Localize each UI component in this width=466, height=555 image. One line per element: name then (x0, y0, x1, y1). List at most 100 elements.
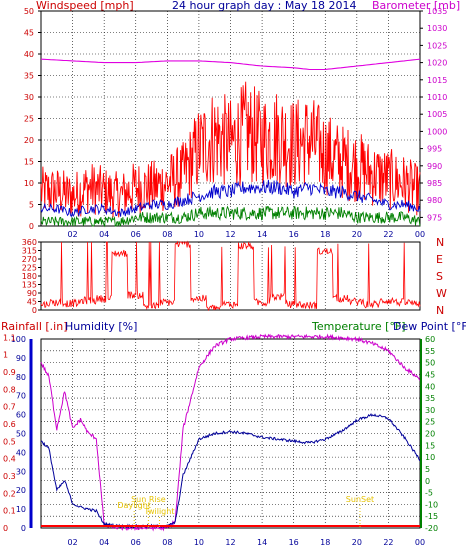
rain-tick-label: 0.5 (3, 437, 16, 446)
temperature-tick-label: 25 (425, 418, 435, 427)
compass-tick-label: N (436, 304, 444, 317)
temperature-tick-label: 10 (425, 453, 435, 462)
x-tick-label-rain: 20 (352, 538, 362, 547)
wind-tick-label: 50 (24, 7, 34, 16)
wind-tick-label: 40 (24, 50, 34, 59)
rain-tick-label: 0.7 (3, 403, 16, 412)
wind-tick-label: 30 (24, 93, 34, 102)
rain-tick-label: 0.3 (3, 472, 16, 481)
wind-avg-line (40, 179, 421, 218)
temperature-tick-label: 15 (425, 441, 435, 450)
x-tick-label-rain: 06 (131, 538, 141, 547)
x-tick-label-rain: 18 (320, 538, 330, 547)
barometer-line (40, 58, 421, 71)
x-tick-label-wind: 18 (320, 230, 330, 239)
compass-tick-label: W (436, 287, 447, 300)
temperature-tick-label: 40 (425, 382, 435, 391)
chart-title: 24 hour graph day : May 18 2014 (172, 0, 357, 12)
wind-tick-label: 35 (24, 72, 34, 81)
direction-tick-label: 270 (22, 255, 37, 264)
humidity-tick-label: 20 (16, 486, 26, 495)
humidity-tick-label: 10 (16, 505, 26, 514)
compass-tick-label: N (436, 236, 444, 249)
x-tick-label-rain: 08 (162, 538, 172, 547)
direction-tick-label: 225 (22, 264, 37, 273)
barometer-tick-label: 995 (427, 145, 442, 154)
direction-tick-label: 360 (22, 238, 37, 247)
wind-tick-label: 20 (24, 136, 34, 145)
wind-tick-label: 25 (24, 115, 34, 124)
humidity-tick-label: 0 (21, 524, 26, 533)
x-tick-label-wind: 02 (67, 230, 77, 239)
temperature-tick-label: 0 (425, 477, 430, 486)
temperature-tick-label: -20 (425, 524, 438, 533)
dewpoint-axis-title: Dew Point [°F] (393, 320, 466, 333)
direction-tick-label: 315 (22, 247, 37, 256)
direction-tick-label: 0 (32, 306, 37, 315)
x-tick-label-rain: 22 (383, 538, 393, 547)
compass-tick-label: S (436, 270, 443, 283)
humidity-tick-label: 100 (11, 335, 26, 344)
sun-event-label: Sun Rise (131, 495, 166, 504)
temperature-tick-label: -15 (425, 512, 438, 521)
x-tick-label-rain: 10 (194, 538, 204, 547)
rain-tick-label: 0.1 (3, 507, 16, 516)
x-tick-label-wind: 04 (99, 230, 109, 239)
wind-tick-label: 45 (24, 29, 34, 38)
barometer-tick-label: 975 (427, 213, 442, 222)
barometer-axis-title: Barometer [mb] (372, 0, 460, 12)
temperature-tick-label: 60 (425, 335, 435, 344)
barometer-tick-label: 1030 (427, 24, 447, 33)
wind-gust-line (40, 81, 421, 218)
wind-tick-label: 5 (29, 201, 34, 210)
direction-tick-label: 180 (22, 272, 37, 281)
x-tick-label-wind: 08 (162, 230, 172, 239)
barometer-tick-label: 1010 (427, 93, 447, 102)
x-tick-label-rain: 00 (415, 538, 425, 547)
humidity-tick-label: 80 (16, 373, 26, 382)
x-tick-label-rain: 02 (67, 538, 77, 547)
humidity-axis-title: Humidity [%] (65, 320, 137, 333)
rainfall-axis-title: Rainfall [.in] (1, 320, 68, 333)
sun-event-label: Twilight (143, 507, 174, 516)
x-tick-label-rain: 12 (225, 538, 235, 547)
rain-tick-label: 1.1 (3, 333, 16, 342)
wind-tick-label: 0 (29, 222, 34, 231)
humidity-tick-label: 70 (16, 392, 26, 401)
rain-tick-label: 1 (3, 351, 8, 360)
humidity-tick-label: 60 (16, 411, 26, 420)
direction-tick-label: 45 (27, 298, 37, 307)
temperature-tick-label: 30 (425, 406, 435, 415)
barometer-tick-label: 1000 (427, 127, 447, 136)
rain-tick-label: 0.2 (3, 489, 16, 498)
sun-event-label: SunSet (346, 495, 374, 504)
temperature-tick-label: 35 (425, 394, 435, 403)
barometer-tick-label: 1035 (427, 7, 447, 16)
direction-tick-label: 135 (22, 281, 37, 290)
barometer-tick-label: 1020 (427, 59, 447, 68)
humidity-tick-label: 40 (16, 448, 26, 457)
barometer-tick-label: 985 (427, 179, 442, 188)
x-tick-label-rain: 04 (99, 538, 109, 547)
humidity-tick-label: 90 (16, 354, 26, 363)
barometer-tick-label: 990 (427, 162, 442, 171)
x-tick-label-wind: 16 (289, 230, 299, 239)
sun-event-label: Daylight (117, 501, 151, 510)
windspeed-axis-title: Windspeed [mph] (36, 0, 134, 12)
x-tick-label-wind: 20 (352, 230, 362, 239)
temperature-tick-label: -5 (425, 489, 433, 498)
temperature-axis-title: Temperature [°F] (311, 320, 406, 333)
x-tick-label-wind: 14 (257, 230, 267, 239)
x-tick-label-wind: 22 (383, 230, 393, 239)
temperature-tick-label: -10 (425, 500, 438, 509)
wind-tick-label: 10 (24, 179, 34, 188)
direction-tick-label: 90 (27, 289, 37, 298)
x-tick-label-wind: 06 (131, 230, 141, 239)
rain-tick-label: 0 (3, 524, 8, 533)
barometer-tick-label: 1025 (427, 41, 447, 50)
wind-tick-label: 15 (24, 158, 34, 167)
rain-tick-label: 0.4 (3, 455, 16, 464)
rain-tick-label: 0.9 (3, 368, 16, 377)
